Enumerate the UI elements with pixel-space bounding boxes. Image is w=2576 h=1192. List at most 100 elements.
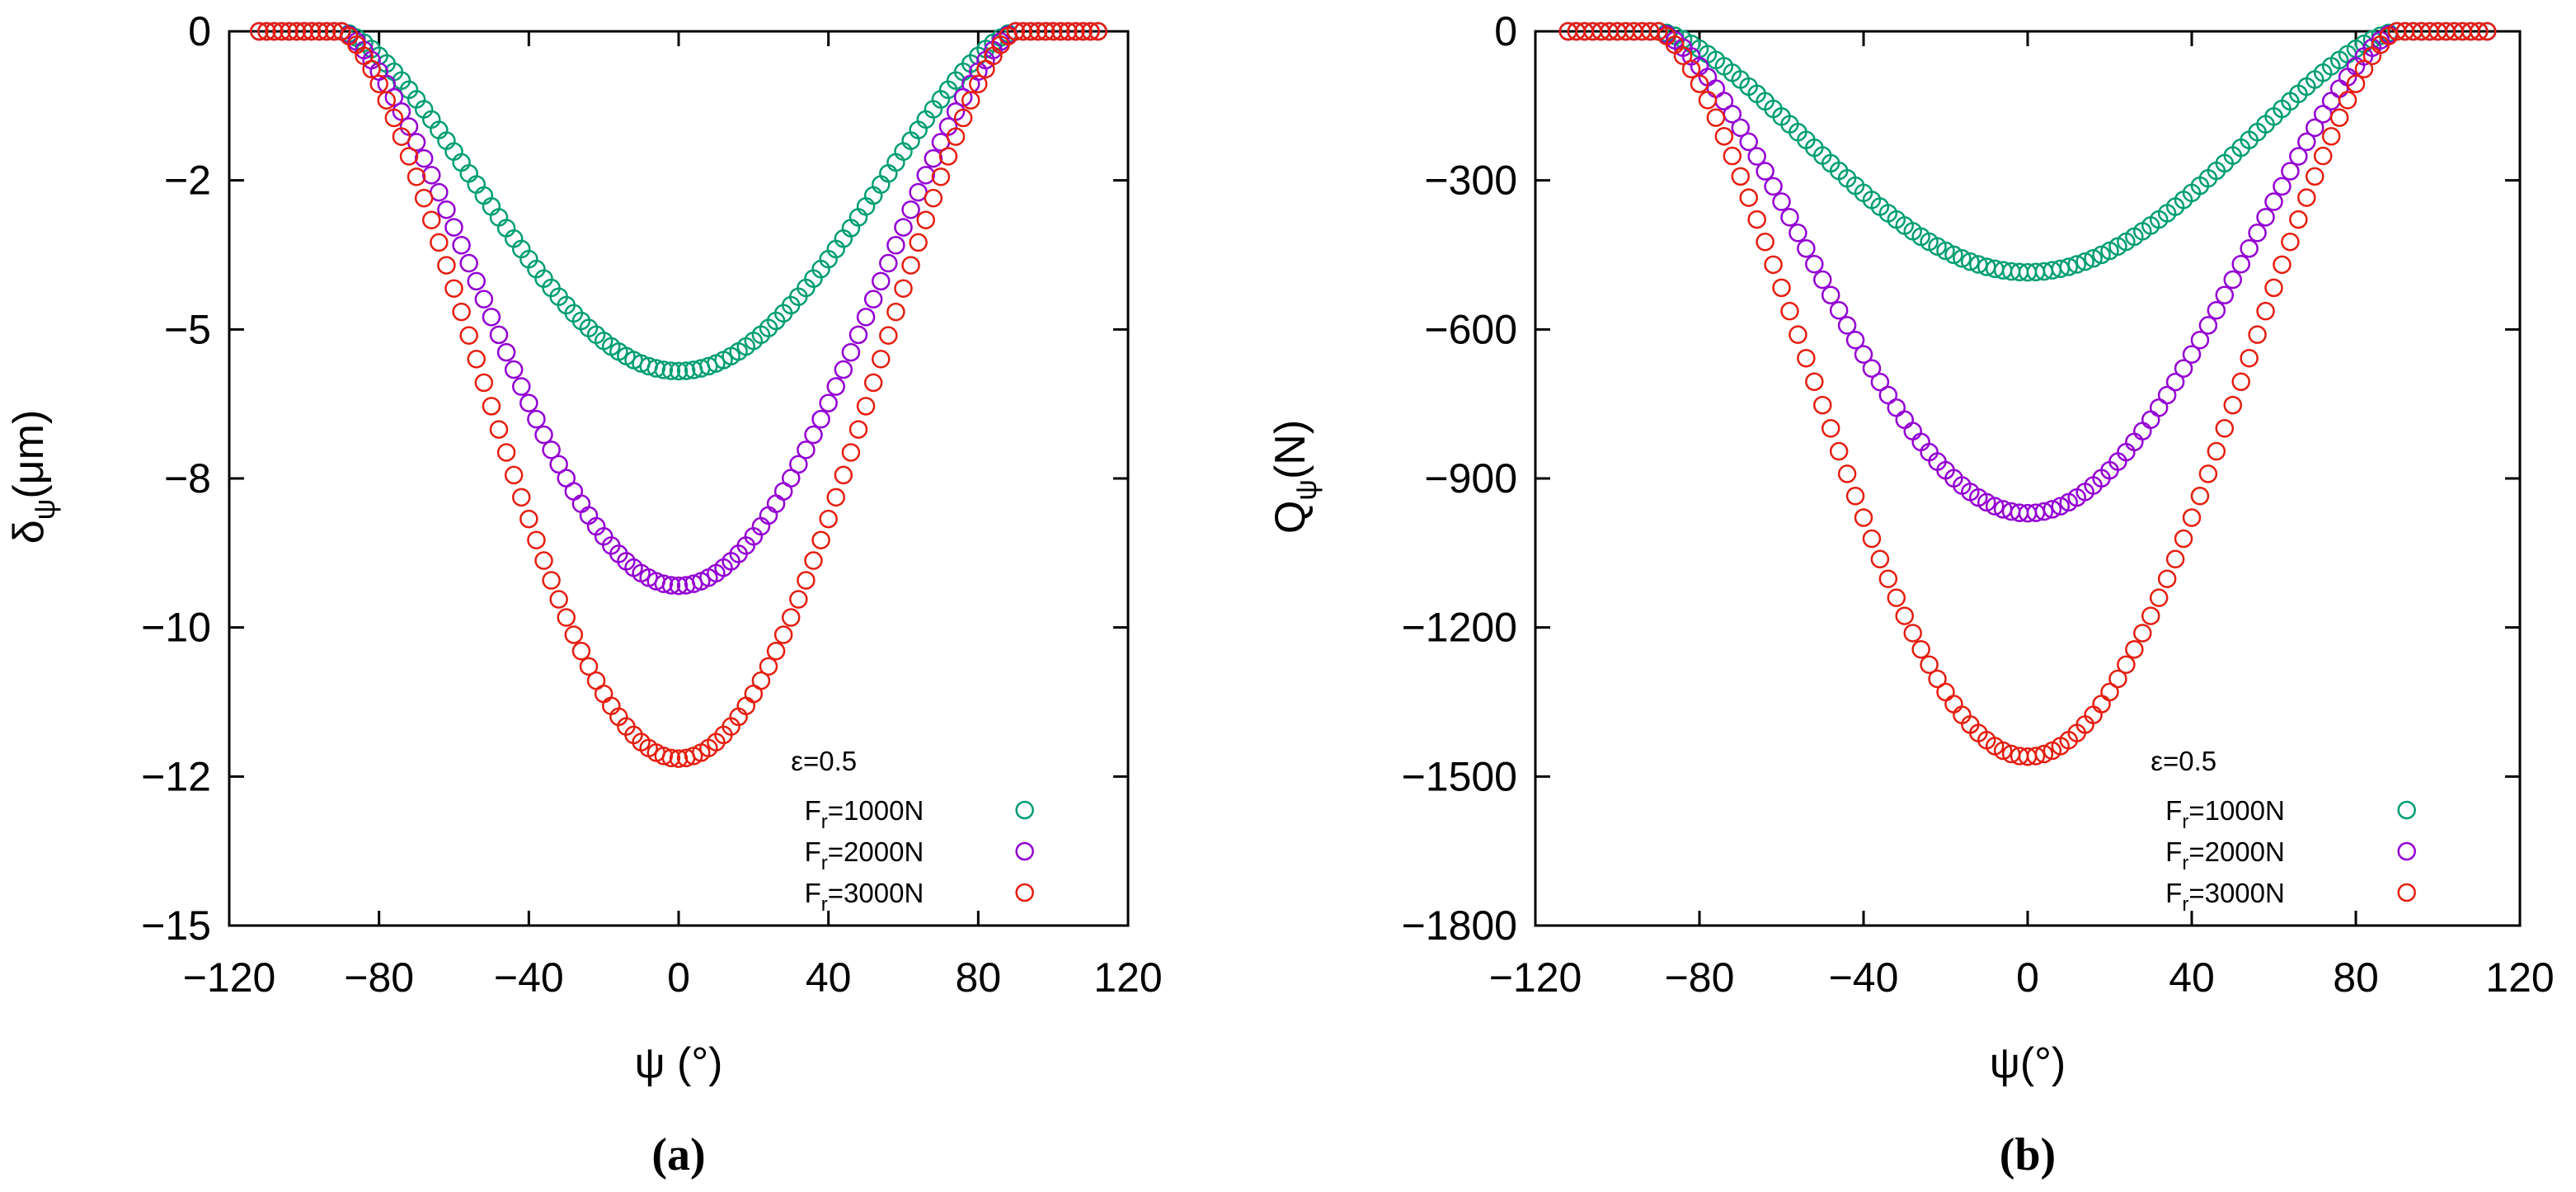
data-point	[819, 509, 838, 529]
data-point	[542, 441, 561, 459]
data-point	[504, 360, 524, 379]
data-point	[1928, 669, 1947, 689]
data-point	[414, 148, 434, 168]
data-point	[856, 397, 876, 416]
data-point	[654, 574, 674, 593]
y-tick-label: −12	[141, 753, 211, 799]
data-point	[1813, 270, 1832, 290]
legend-label-sub: r	[2182, 852, 2188, 874]
data-point	[804, 551, 823, 570]
data-point	[265, 21, 284, 41]
data-point	[797, 571, 816, 590]
x-tick-label: 40	[2169, 954, 2215, 1001]
data-point	[1690, 74, 1709, 93]
data-point	[1789, 325, 1807, 344]
legend-label-main: F	[2165, 795, 2182, 826]
data-point	[399, 147, 419, 166]
data-point	[879, 253, 898, 273]
data-point	[594, 684, 613, 704]
data-point	[1641, 21, 1660, 41]
data-point	[759, 657, 778, 676]
legend-label-rest: =2000N	[828, 836, 924, 867]
data-point	[1887, 588, 1906, 607]
data-point	[512, 377, 531, 396]
data-point	[474, 290, 494, 309]
data-point	[2165, 549, 2185, 569]
data-point	[1895, 606, 1914, 625]
legend-label-rest: =3000N	[828, 878, 924, 908]
legend-label-rest: =1000N	[2188, 795, 2285, 826]
data-point	[414, 188, 434, 208]
data-point	[916, 210, 935, 229]
data-point	[534, 551, 553, 570]
y-tick-label: 0	[188, 8, 211, 54]
data-point	[1764, 177, 1783, 196]
data-point	[1805, 372, 1824, 391]
data-point	[2329, 108, 2349, 127]
data-point	[916, 166, 935, 185]
data-point	[437, 200, 456, 219]
data-point	[856, 308, 876, 327]
plot-frame	[1534, 30, 2522, 927]
data-point	[863, 290, 883, 309]
data-point	[1895, 410, 1914, 430]
data-point	[2264, 192, 2283, 211]
data-point	[2346, 74, 2366, 93]
y-tick-label: −900	[1424, 455, 1517, 502]
data-point	[571, 494, 591, 513]
data-point	[392, 127, 411, 146]
data-point	[2306, 167, 2325, 186]
data-point	[467, 350, 486, 369]
data-point	[2313, 146, 2333, 166]
x-tick-label: −80	[1665, 954, 1735, 1001]
data-point	[579, 657, 599, 676]
y-axis-label-unit: (N)	[1267, 420, 1314, 479]
data-point	[2264, 278, 2283, 298]
legend-label: Fr=2000N	[805, 836, 924, 874]
data-point	[504, 465, 524, 485]
x-tick-label: 80	[2333, 954, 2379, 1001]
data-point	[661, 748, 681, 768]
data-point	[841, 342, 861, 362]
data-point	[2273, 177, 2292, 196]
y-tick-label: −1500	[1402, 753, 1517, 799]
data-point	[1756, 232, 1775, 252]
data-point	[1074, 21, 1093, 41]
data-point	[766, 494, 786, 513]
data-point	[2240, 348, 2259, 368]
x-tick-label: −40	[1829, 954, 1899, 1001]
data-point	[1887, 398, 1906, 417]
x-tick-label: 120	[1093, 954, 1162, 1001]
data-point	[571, 642, 591, 661]
data-point	[1706, 108, 1726, 127]
data-point	[2477, 21, 2497, 41]
data-point	[1059, 21, 1078, 41]
data-point	[542, 571, 561, 590]
data-point	[1772, 278, 1791, 298]
data-point	[1953, 249, 1972, 268]
legend-marker	[2397, 800, 2416, 820]
data-point	[2215, 419, 2235, 438]
data-point	[654, 360, 674, 379]
legend-label-sub: r	[2182, 811, 2188, 833]
data-point	[1780, 208, 1799, 227]
data-point	[1081, 21, 1100, 41]
legend-label-rest: =1000N	[828, 795, 924, 826]
data-point	[1739, 188, 1758, 207]
data-point	[931, 167, 951, 186]
data-point	[969, 74, 988, 94]
data-point	[1731, 118, 1750, 138]
y-tick-label: −15	[141, 902, 211, 949]
data-point	[2125, 432, 2144, 452]
data-point	[430, 233, 449, 252]
x-tick-label: 0	[667, 954, 690, 1001]
data-point	[2354, 59, 2374, 78]
series-Fr=1000N	[1558, 21, 2497, 282]
data-point	[302, 21, 322, 41]
data-point	[444, 218, 463, 237]
data-point	[452, 236, 471, 255]
data-point	[1903, 422, 1922, 441]
data-point	[482, 397, 501, 416]
y-axis-label-sub: ψ	[1289, 479, 1323, 501]
legend-label-main: F	[805, 878, 821, 908]
